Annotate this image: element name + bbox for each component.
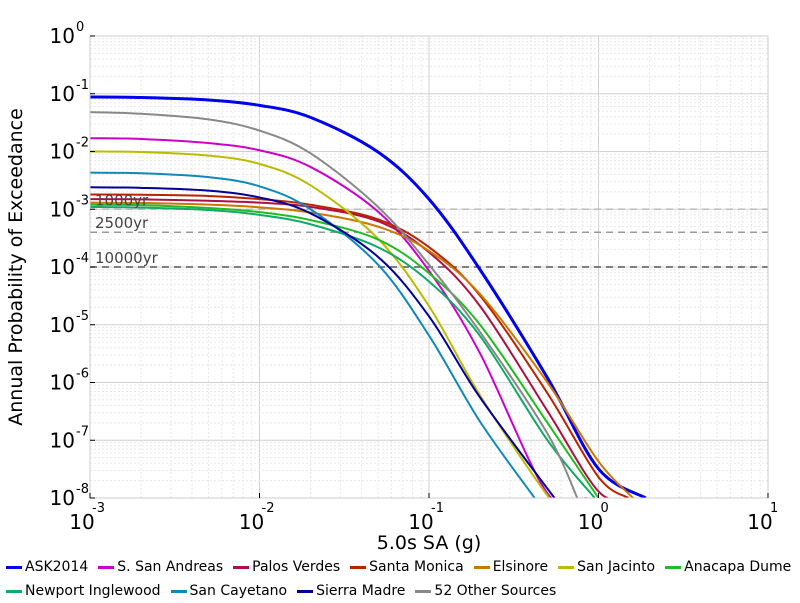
legend-label: 52 Other Sources — [434, 583, 557, 599]
x-tick-exponent: -3 — [92, 501, 105, 516]
y-tick-exponent: -2 — [76, 136, 89, 151]
legend-label: San Jacinto — [577, 559, 656, 575]
legend-label: Elsinore — [492, 559, 549, 575]
legend-item: Palos Verdes — [233, 559, 340, 575]
y-tick-exponent: -4 — [76, 251, 89, 266]
x-tick-label: 10 — [747, 510, 772, 534]
series-line-s-san-andreas — [90, 137, 587, 498]
legend-swatch — [350, 565, 367, 569]
x-tick-label: 10 — [578, 510, 603, 534]
y-tick-base: 10 — [50, 197, 75, 221]
legend-swatch — [558, 565, 575, 569]
legend-swatch — [98, 565, 115, 569]
legend-label: Sierra Madre — [316, 583, 406, 599]
y-tick-base: 10 — [50, 371, 75, 395]
legend-swatch — [6, 565, 22, 569]
y-tick-exponent: -5 — [76, 309, 89, 324]
y-tick-exponent: 0 — [76, 20, 84, 35]
legend-row: ASK2014 S. San Andreas Palos Verdes Santa M… — [6, 555, 796, 579]
legend-label: S. San Andreas — [117, 559, 224, 575]
x-tick-base: 10 — [408, 510, 433, 534]
legend-item: Santa Monica — [350, 559, 464, 575]
y-tick-exponent: -8 — [76, 482, 89, 497]
legend-item: Elsinore — [473, 559, 549, 575]
series-line-newport-inglewood — [90, 205, 596, 498]
x-tick-label: 10 — [69, 510, 94, 534]
x-tick-base: 10 — [578, 510, 603, 534]
x-tick-exponent: 0 — [601, 501, 609, 516]
legend-swatch — [297, 589, 314, 593]
y-tick-exponent: -6 — [76, 367, 89, 382]
legend-item: San Cayetano — [170, 583, 288, 599]
series-line-santa-monica — [90, 193, 629, 498]
legend-label: San Cayetano — [189, 583, 288, 599]
legend-swatch — [6, 589, 22, 593]
series-line-anacapa-dume — [90, 203, 600, 498]
legend-swatch — [415, 589, 432, 593]
legend-swatch — [473, 565, 490, 569]
legend-label: Palos Verdes — [252, 559, 341, 575]
x-axis-label: 5.0s SA (g) — [377, 532, 482, 554]
legend-label: ASK2014 — [25, 559, 89, 575]
legend-swatch — [170, 589, 187, 593]
y-tick-exponent: -7 — [76, 424, 89, 439]
legend: ASK2014 S. San Andreas Palos Verdes Santa M… — [6, 555, 796, 603]
reference-line-label: 1000yr — [95, 191, 149, 209]
series-line-san-jacinto — [90, 150, 556, 498]
legend-label: Anacapa Dume — [684, 559, 792, 575]
series-lines — [90, 95, 647, 498]
x-tick-exponent: -1 — [431, 501, 444, 516]
x-tick-exponent: -2 — [262, 501, 275, 516]
x-tick-base: 10 — [747, 510, 772, 534]
reference-line-label: 10000yr — [95, 249, 159, 267]
legend-label: Santa Monica — [369, 559, 464, 575]
series-line-sierra-madre — [90, 186, 556, 498]
y-tick-base: 10 — [50, 140, 75, 164]
legend-item: 52 Other Sources — [415, 583, 556, 599]
legend-label: Newport Inglewood — [25, 583, 161, 599]
y-tick-base: 10 — [50, 313, 75, 337]
x-tick-base: 10 — [239, 510, 264, 534]
legend-item: Sierra Madre — [297, 583, 405, 599]
legend-item: Anacapa Dume — [665, 559, 791, 575]
reference-labels: 1000yr 2500yr 10000yr — [95, 191, 159, 267]
y-tick-exponent: -3 — [76, 193, 89, 208]
legend-item: San Jacinto — [558, 559, 655, 575]
legend-row: Newport Inglewood San Cayetano Sierra Madr… — [6, 579, 796, 603]
legend-item: Newport Inglewood — [6, 583, 161, 599]
series-line-52-other-sources — [90, 111, 579, 498]
x-tick-label: 10 — [408, 510, 433, 534]
x-tick-base: 10 — [69, 510, 94, 534]
series-line-elsinore — [90, 201, 634, 498]
y-tick-base: 10 — [50, 82, 75, 106]
y-tick-base: 10 — [50, 255, 75, 279]
y-axis-label: Annual Probability of Exceedance — [5, 108, 27, 426]
y-tick-base: 10 — [50, 428, 75, 452]
x-tick-label: 10 — [239, 510, 264, 534]
legend-swatch — [233, 565, 250, 569]
x-tick-exponent: 1 — [770, 501, 778, 516]
y-tick-exponent: -1 — [76, 78, 89, 93]
reference-line-label: 2500yr — [95, 214, 149, 232]
legend-item: S. San Andreas — [98, 559, 223, 575]
legend-swatch — [665, 565, 682, 569]
y-tick-base: 10 — [50, 24, 75, 48]
legend-item: ASK2014 — [6, 559, 88, 575]
series-line-palos-verdes — [90, 198, 629, 498]
y-tick-base: 10 — [50, 486, 75, 510]
